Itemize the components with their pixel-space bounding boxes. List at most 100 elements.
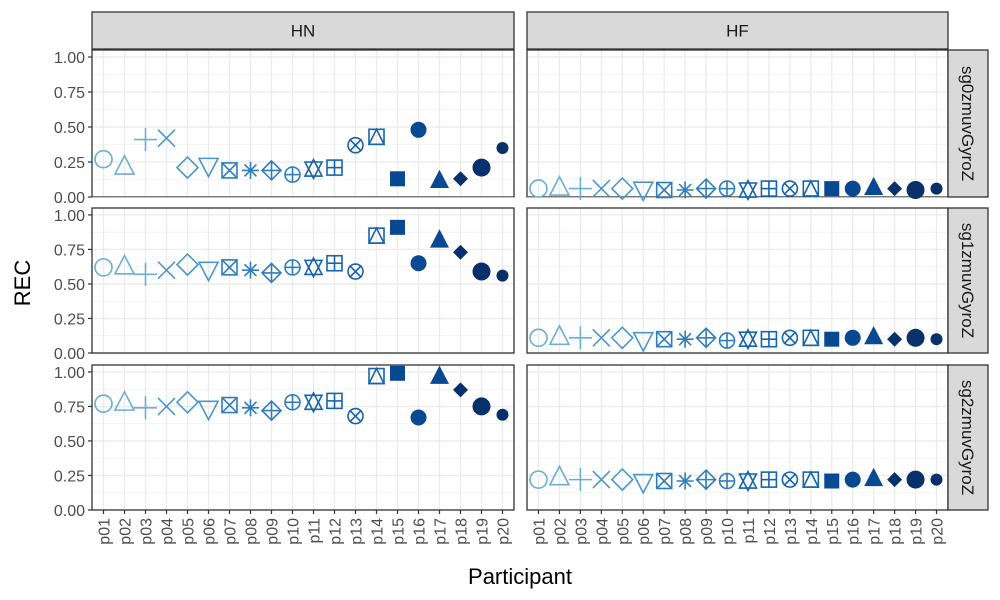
data-point (844, 180, 861, 197)
data-point (221, 259, 238, 276)
data-point (887, 181, 903, 197)
data-point (496, 142, 509, 154)
x-tick-label: p10 (286, 518, 303, 545)
column-strip-HN (91, 11, 515, 50)
data-point (367, 366, 386, 385)
x-tick-label: p03 (573, 518, 590, 545)
data-point (472, 397, 491, 416)
data-point (197, 157, 220, 179)
data-point (781, 180, 799, 197)
data-point (760, 330, 778, 348)
data-point (242, 261, 259, 279)
x-tick-label: p06 (202, 518, 219, 545)
data-point (548, 324, 571, 346)
data-point (326, 254, 343, 272)
x-tick-label: p11 (741, 518, 758, 544)
data-point (197, 400, 220, 422)
data-point (592, 179, 611, 198)
x-tick-label: p19 (909, 518, 926, 545)
y-tick-label: 0.50 (54, 277, 85, 294)
data-point (175, 390, 200, 414)
x-tick-label: p05 (181, 518, 198, 545)
y-tick-label: 0.75 (54, 242, 85, 259)
data-point (453, 244, 468, 260)
data-point (303, 256, 324, 279)
data-point (303, 391, 324, 414)
data-point (94, 394, 113, 413)
data-point (676, 472, 694, 490)
data-point (887, 331, 903, 347)
data-point (760, 471, 778, 488)
x-tick-label: p13 (783, 518, 800, 545)
data-point (864, 325, 884, 345)
y-tick-label: 0.75 (54, 85, 85, 102)
data-point (632, 331, 655, 353)
data-point (134, 128, 157, 152)
data-point (930, 333, 943, 346)
data-point (157, 129, 176, 148)
data-point (472, 262, 491, 281)
data-point (197, 261, 220, 283)
data-point (610, 467, 634, 492)
data-point (221, 396, 238, 414)
x-tick-label: p03 (139, 518, 156, 545)
data-point (781, 329, 799, 347)
data-point (695, 468, 717, 491)
panel-sg0zmuvGyroZ-HF (526, 39, 949, 198)
y-tick-label: 0.00 (54, 503, 85, 520)
data-point (695, 177, 717, 200)
y-tick-label: 0.25 (54, 311, 85, 328)
x-tick-label: p06 (636, 518, 653, 545)
data-point (802, 328, 820, 347)
data-point (242, 399, 259, 417)
data-point (347, 407, 364, 425)
data-point (676, 181, 694, 199)
x-tick-label: p12 (762, 518, 779, 545)
panel-sg1zmuvGyroZ-HN (91, 197, 515, 354)
data-point (802, 179, 820, 197)
data-point (632, 473, 655, 495)
data-point (930, 182, 943, 195)
column-strip-HF (526, 11, 949, 50)
data-point (824, 181, 840, 197)
data-point (864, 467, 884, 487)
data-point (390, 365, 405, 381)
x-tick-label: p01 (532, 518, 549, 545)
x-tick-label: p16 (846, 518, 863, 545)
y-tick-label: 0.25 (54, 155, 85, 172)
data-point (824, 473, 840, 489)
row-strip-sg0zmuvGyroZ (947, 49, 989, 198)
data-point (303, 157, 324, 181)
x-tick-label: p01 (97, 518, 114, 545)
data-point (94, 149, 113, 169)
y-tick-label: 0.50 (54, 120, 85, 137)
y-tick-label: 1.00 (54, 365, 85, 382)
data-point (496, 269, 509, 282)
x-tick-label: p08 (678, 518, 695, 545)
data-point (113, 390, 136, 411)
data-point (718, 472, 736, 490)
data-point (529, 179, 548, 198)
data-point (410, 121, 427, 138)
data-point (844, 471, 861, 488)
data-point (284, 166, 301, 183)
data-point (824, 331, 840, 347)
row-strip-sg2zmuvGyroZ (947, 364, 989, 511)
data-point (113, 154, 136, 175)
data-point (610, 326, 634, 350)
data-point (242, 161, 259, 179)
x-tick-label: p12 (328, 518, 345, 545)
data-point (410, 409, 427, 426)
data-point (390, 171, 405, 187)
x-tick-label: p18 (454, 518, 471, 545)
data-point (94, 258, 113, 277)
data-point (221, 162, 238, 179)
data-point (157, 397, 176, 416)
y-tick-label: 1.00 (54, 50, 85, 67)
data-point (430, 169, 449, 189)
x-tick-label: p18 (888, 518, 905, 545)
data-point (367, 226, 386, 244)
y-tick-label: 0.25 (54, 468, 85, 485)
data-point (548, 464, 571, 486)
